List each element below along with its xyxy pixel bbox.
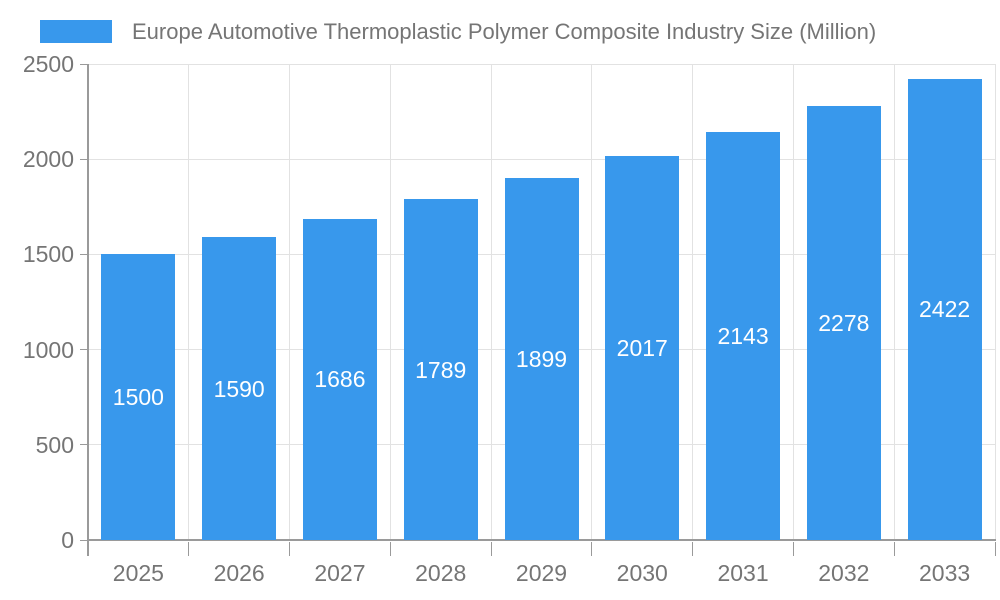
y-axis-tick <box>80 539 88 541</box>
gridline-horizontal <box>88 158 995 160</box>
y-axis-label: 0 <box>61 527 74 553</box>
y-axis-tick <box>80 444 88 446</box>
bar-value-label: 2422 <box>919 296 971 323</box>
bar-value-label: 2017 <box>616 334 668 361</box>
bar[interactable]: 1500 <box>101 254 176 540</box>
bar[interactable]: 2017 <box>605 155 680 540</box>
y-axis-label: 2000 <box>22 146 74 173</box>
legend[interactable]: Europe Automotive Thermoplastic Polymer … <box>40 19 876 44</box>
bar-value-label: 1899 <box>515 346 568 373</box>
bar-value-label: 1590 <box>213 375 265 402</box>
bar[interactable]: 2422 <box>907 78 982 540</box>
x-axis-tick <box>591 542 593 556</box>
bar-value-label: 1500 <box>112 384 164 411</box>
bar[interactable]: 1899 <box>504 178 579 540</box>
x-axis-label: 2027 <box>314 560 366 586</box>
x-axis-label: 2028 <box>415 560 467 586</box>
y-axis-label: 1500 <box>22 241 74 268</box>
x-axis-tick <box>389 542 391 556</box>
x-axis-label: 2029 <box>515 560 568 586</box>
gridline-vertical <box>893 64 895 540</box>
y-axis-tick <box>80 253 88 255</box>
gridline-vertical <box>389 64 391 540</box>
gridline-vertical <box>289 64 291 540</box>
bar-value-label: 2278 <box>818 310 870 337</box>
bar[interactable]: 1686 <box>302 218 377 540</box>
legend-label: Europe Automotive Thermoplastic Polymer … <box>132 19 877 44</box>
bar-value-label: 2143 <box>717 322 769 349</box>
x-axis-label: 2032 <box>818 560 870 586</box>
bar[interactable]: 1789 <box>403 199 478 540</box>
bar[interactable]: 1590 <box>202 237 277 540</box>
gridline-vertical <box>994 64 996 540</box>
y-axis-label: 2500 <box>22 51 74 77</box>
y-axis-line <box>87 64 89 556</box>
bar-value-label: 1686 <box>314 366 366 393</box>
x-axis-label: 2031 <box>717 560 769 586</box>
gridline-vertical <box>490 64 492 540</box>
x-axis-tick <box>692 542 694 556</box>
gridline-horizontal <box>88 63 995 65</box>
y-axis-label: 500 <box>35 431 74 458</box>
gridline-vertical <box>591 64 593 540</box>
x-axis-line <box>87 539 996 541</box>
x-axis-tick <box>289 542 291 556</box>
x-axis-label: 2026 <box>213 560 265 586</box>
x-axis-tick <box>792 542 794 556</box>
gridline-vertical <box>188 64 190 540</box>
y-axis-label: 1000 <box>22 336 74 363</box>
legend-swatch <box>40 20 112 43</box>
x-axis-tick <box>490 542 492 556</box>
gridline-vertical <box>792 64 794 540</box>
x-axis-tick <box>893 542 895 556</box>
x-axis-tick <box>994 542 996 556</box>
x-axis-tick <box>188 542 190 556</box>
bar[interactable]: 2278 <box>806 106 881 540</box>
bar-value-label: 1789 <box>415 356 467 383</box>
y-axis-tick <box>80 349 88 351</box>
y-axis-tick <box>80 158 88 160</box>
gridline-vertical <box>692 64 694 540</box>
x-axis-label: 2033 <box>919 560 971 586</box>
bar[interactable]: 2143 <box>706 131 781 540</box>
y-axis-tick <box>80 63 88 65</box>
x-axis-label: 2030 <box>616 560 668 586</box>
x-axis-label: 2025 <box>112 560 164 586</box>
